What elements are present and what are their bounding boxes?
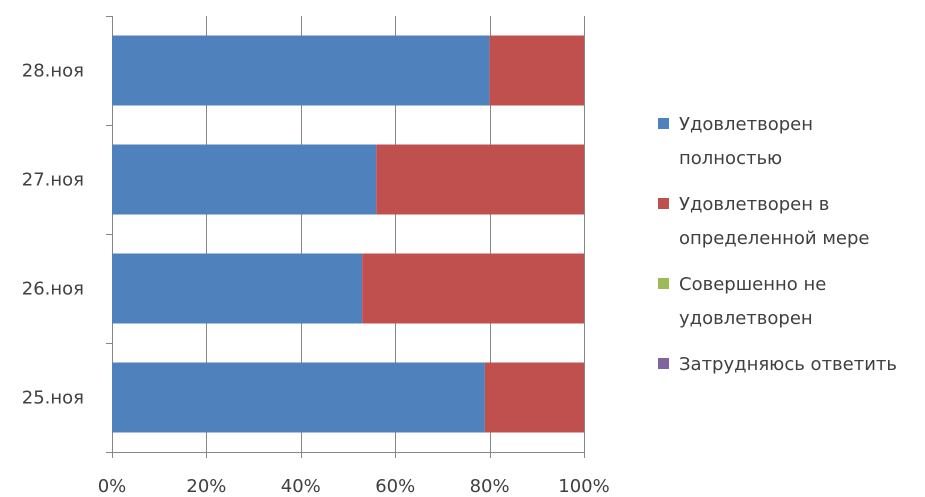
legend-label-0-line-1: полностью bbox=[679, 148, 782, 169]
bar-28.ноя-series-0 bbox=[112, 35, 490, 106]
legend-label-0-line-0: Удовлетворен bbox=[679, 114, 813, 135]
y-tick-label-1: 27.ноя bbox=[22, 170, 84, 191]
legend-label-2-line-0: Совершенно не bbox=[679, 274, 826, 295]
legend-label-1-line-1: определенной мере bbox=[679, 228, 870, 249]
axes: 28.ноя 27.ноя 26.ноя 25.ноя 0% 20% 40% 60% 80% 10… bbox=[22, 16, 610, 497]
x-tick-label-4: 80% bbox=[470, 476, 510, 493]
bar-25.ноя-series-0 bbox=[112, 362, 485, 433]
legend-swatch-0 bbox=[658, 118, 669, 129]
legend-label-1-line-0: Удовлетворен в bbox=[679, 194, 829, 215]
x-tick-label-5: 100% bbox=[558, 476, 609, 493]
bar-25.ноя-series-1 bbox=[484, 362, 584, 433]
y-tick-label-2: 26.ноя bbox=[22, 279, 84, 300]
y-tick-label-3: 25.ноя bbox=[22, 388, 84, 409]
bars bbox=[112, 35, 584, 433]
legend-label-2-line-1: удовлетворен bbox=[679, 308, 813, 329]
bar-27.ноя-series-0 bbox=[112, 144, 377, 215]
bar-27.ноя-series-1 bbox=[376, 144, 584, 215]
bar-28.ноя-series-1 bbox=[489, 35, 584, 106]
x-tick-label-0: 0% bbox=[98, 476, 127, 493]
legend: Удовлетворен полностью Удовлетворен в опред… bbox=[658, 114, 897, 375]
y-tick-label-0: 28.ноя bbox=[22, 61, 84, 82]
legend-swatch-1 bbox=[658, 198, 669, 209]
bar-26.ноя-series-1 bbox=[362, 253, 584, 324]
x-tick-label-2: 40% bbox=[281, 476, 321, 493]
legend-swatch-2 bbox=[658, 278, 669, 289]
x-tick-label-3: 60% bbox=[375, 476, 415, 493]
legend-label-3-line-0: Затрудняюсь ответить bbox=[679, 354, 897, 375]
legend-swatch-3 bbox=[658, 358, 669, 369]
bar-26.ноя-series-0 bbox=[112, 253, 363, 324]
x-tick-label-1: 20% bbox=[186, 476, 226, 493]
